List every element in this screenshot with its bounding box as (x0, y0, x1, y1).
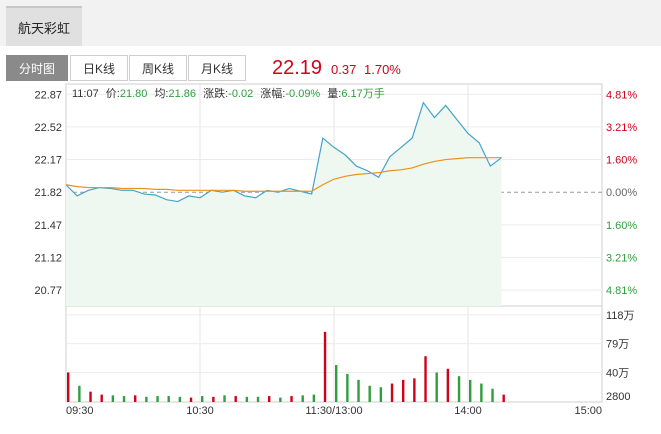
volume-bar (100, 394, 103, 402)
volume-bar (178, 396, 182, 402)
pct-tick-label: 4.81% (606, 89, 637, 101)
info-vol-label: 量: (327, 87, 341, 100)
volume-bar (357, 379, 360, 402)
series-lines (65, 101, 502, 203)
vol-tick-label: 2800 (606, 391, 630, 403)
volume-bar (323, 331, 327, 402)
volume-bars (67, 331, 505, 402)
info-pct-label: 涨幅: (260, 87, 285, 100)
volume-bar (189, 397, 193, 402)
current-price: 22.19 (272, 57, 323, 79)
info-pct: -0.09% (285, 88, 320, 100)
pct-tick-label: 1.60% (606, 220, 637, 232)
volume-bar (256, 396, 260, 402)
y-tick-label: 21.12 (34, 252, 62, 264)
info-chg-label: 涨跌: (203, 86, 228, 100)
volume-bar (491, 388, 494, 402)
volume-bar (346, 373, 349, 402)
volume-bar (111, 395, 115, 402)
volume-bar (390, 383, 394, 402)
volume-bar (201, 396, 204, 402)
volume-bar (245, 396, 249, 402)
info-bar: 11:07 价:21.80 均:21.86 涨跌:-0.02 涨幅:-0.09%… (72, 86, 385, 100)
pct-tick-label: 3.21% (606, 252, 637, 264)
volume-bar (167, 396, 170, 402)
info-time: 11:07 (72, 88, 99, 100)
vol-tick-label: 79万 (606, 339, 629, 351)
price-change: 0.37 (331, 62, 357, 77)
volume-bar (435, 372, 438, 402)
x-tick-label: 14:00 (454, 405, 482, 417)
y-tick-label: 22.87 (34, 89, 62, 101)
vol-tick-label: 118万 (606, 310, 635, 322)
volume-bar (402, 379, 405, 402)
volume-bar (368, 385, 371, 402)
volume-bar (234, 396, 237, 402)
volume-bar (502, 394, 505, 402)
info-price-label: 价: (106, 87, 120, 100)
y-tick-label: 20.77 (34, 285, 62, 297)
info-price: 21.80 (120, 88, 148, 100)
vol-tick-label: 40万 (606, 367, 629, 379)
volume-bar (424, 356, 427, 402)
price-line (65, 101, 502, 203)
x-tick-label: 10:30 (186, 405, 214, 417)
avg-line (65, 157, 502, 192)
volume-bar (379, 387, 383, 402)
axis-labels: 22.87 4.81% 22.52 3.21% 22.17 1.60% 21.82 0.00%… (34, 89, 637, 417)
x-tick-label: 15:00 (574, 405, 602, 417)
volume-bar (312, 394, 316, 402)
volume-bar (268, 396, 271, 402)
price-area (66, 102, 502, 307)
volume-bar (145, 396, 148, 402)
info-chg: -0.02 (228, 88, 253, 100)
info-avg: 21.86 (169, 88, 197, 100)
info-avg-label: 均: (154, 87, 168, 100)
volume-bar (469, 379, 472, 402)
volume-bar (457, 376, 461, 402)
pct-tick-label: 3.21% (606, 122, 637, 134)
y-tick-label: 21.47 (34, 220, 62, 232)
price-fill (66, 102, 502, 307)
volume-bar (335, 365, 338, 402)
volume-bar (89, 391, 92, 402)
volume-bar (301, 395, 304, 402)
volume-bar (134, 395, 137, 402)
volume-bar (78, 385, 81, 402)
y-tick-label: 22.52 (34, 122, 62, 134)
title-bar: 航天彩虹 (0, 0, 661, 46)
y-tick-label: 21.82 (34, 187, 62, 199)
x-tick-label: 11:30/13:00 (305, 405, 362, 417)
tab-weekly-k[interactable]: 周K线 (129, 55, 187, 81)
volume-bar (446, 368, 450, 402)
volume-bar (413, 378, 416, 402)
volume-bar (279, 397, 282, 402)
info-vol: 6.17万手 (341, 86, 384, 100)
x-tick-label: 09:30 (66, 405, 94, 417)
volume-bar (67, 372, 70, 402)
pct-tick-label: 1.60% (606, 155, 637, 167)
volume-bar (212, 396, 215, 402)
tab-daily-k[interactable]: 日K线 (70, 55, 128, 81)
volume-bar (480, 383, 483, 402)
volume-bar (122, 396, 126, 402)
pct-tick-label: 4.81% (606, 285, 637, 297)
volume-bar (156, 396, 159, 402)
pct-tick-label: 0.00% (606, 187, 637, 199)
volume-bar (290, 396, 293, 402)
stock-title-tab[interactable]: 航天彩虹 (6, 6, 82, 46)
tab-intraday[interactable]: 分时图 (6, 55, 68, 81)
tab-monthly-k[interactable]: 月K线 (188, 55, 246, 81)
y-tick-label: 22.17 (34, 155, 62, 167)
volume-bar (223, 395, 226, 402)
price-change-pct: 1.70% (364, 62, 401, 77)
